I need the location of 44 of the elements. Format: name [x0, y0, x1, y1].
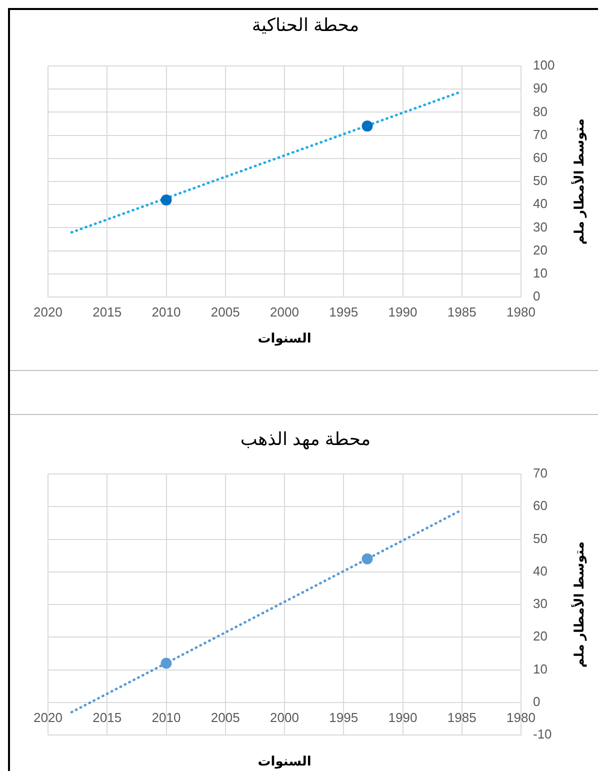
x-tick-label: 2005 — [210, 304, 240, 320]
x-tick-label: 2010 — [152, 304, 181, 320]
x-tick-label: 1985 — [447, 304, 476, 320]
y-tick-label: 10 — [533, 661, 548, 676]
y-tick-label: 0 — [533, 288, 540, 304]
x-tick-label: 2020 — [34, 710, 62, 725]
x-tick-label: 1995 — [329, 304, 358, 320]
x-tick-label: 1995 — [329, 710, 358, 725]
x-tick-label: 2020 — [34, 304, 62, 320]
y-tick-label: 70 — [533, 126, 548, 142]
y-tick-label: 50 — [533, 530, 548, 546]
y-tick-label: 10 — [533, 265, 548, 280]
y-tick-label: 20 — [533, 628, 548, 644]
y-tick-label: 90 — [533, 80, 548, 96]
x-tick-label: 2015 — [92, 710, 122, 725]
y-tick-label: 80 — [533, 104, 548, 119]
x-tick-label: 2005 — [210, 710, 240, 725]
y-axis-title: متوسط الأمطار ملم — [570, 541, 588, 668]
y-tick-label: 0 — [533, 694, 540, 709]
y-tick-label: 40 — [533, 563, 548, 578]
y-tick-label: 50 — [533, 173, 548, 188]
y-tick-label: 30 — [533, 219, 548, 234]
y-tick-label: 60 — [533, 150, 548, 165]
x-tick-label: 1980 — [506, 710, 536, 725]
y-tick-label: 40 — [533, 196, 548, 212]
x-tick-label: 1980 — [506, 304, 536, 320]
x-tick-label: 1990 — [388, 710, 418, 725]
y-tick-label: 20 — [533, 242, 548, 258]
y-tick-label: 30 — [533, 596, 548, 612]
x-tick-label: 2010 — [152, 710, 181, 725]
x-tick-label: 2000 — [270, 304, 299, 320]
y-tick-label: -10 — [533, 726, 552, 742]
x-tick-label: 1985 — [447, 710, 476, 725]
y-tick-label: 100 — [533, 58, 555, 73]
x-tick-label: 2015 — [92, 304, 122, 320]
x-axis-title: السنوات — [258, 754, 312, 770]
chart-title: محطة الحناكية — [252, 14, 360, 35]
chart-title: محطة مهد الذهب — [240, 428, 371, 450]
y-tick-label: 70 — [533, 466, 548, 481]
y-axis-title: متوسط الأمطار ملم — [570, 118, 588, 245]
x-axis-title: السنوات — [258, 330, 312, 347]
x-tick-label: 1990 — [388, 304, 418, 320]
x-tick-label: 2000 — [270, 710, 299, 725]
y-tick-label: 60 — [533, 498, 548, 514]
